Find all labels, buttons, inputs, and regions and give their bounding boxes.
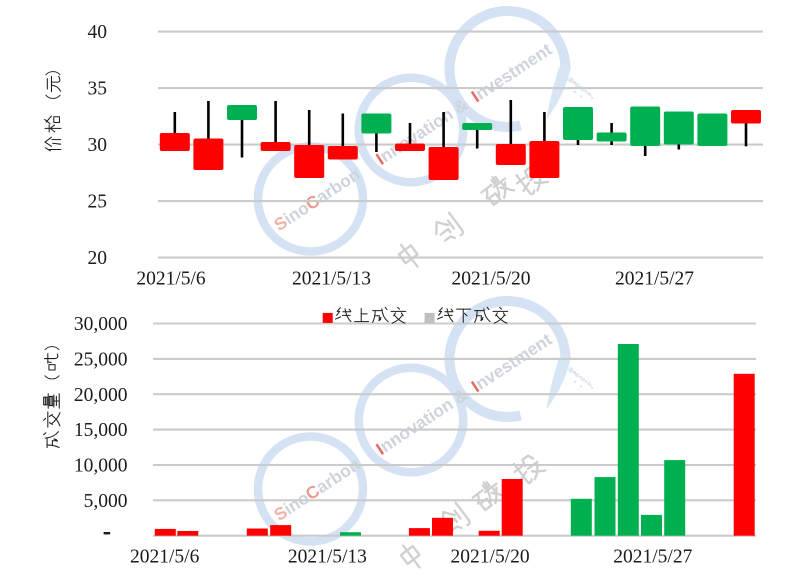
svg-text:30,000: 30,000 (74, 314, 128, 335)
svg-text:25,000: 25,000 (74, 350, 128, 371)
svg-text:30: 30 (88, 135, 108, 156)
svg-text:5,000: 5,000 (84, 491, 128, 512)
svg-text:15,000: 15,000 (74, 420, 128, 441)
svg-text:20,000: 20,000 (74, 385, 128, 406)
svg-text:10,000: 10,000 (74, 456, 128, 477)
svg-text:2021/5/20: 2021/5/20 (451, 547, 530, 568)
svg-text:40: 40 (88, 22, 108, 43)
svg-text:35: 35 (88, 79, 108, 100)
svg-text:20: 20 (88, 248, 108, 269)
svg-text:2021/5/13: 2021/5/13 (288, 547, 367, 568)
svg-text:2021/5/27: 2021/5/27 (615, 269, 694, 290)
svg-text:2021/5/6: 2021/5/6 (130, 547, 200, 568)
svg-text:2021/5/27: 2021/5/27 (613, 547, 692, 568)
svg-text:2021/5/6: 2021/5/6 (136, 269, 206, 290)
svg-text:2021/5/13: 2021/5/13 (292, 269, 371, 290)
svg-text:2021/5/20: 2021/5/20 (451, 269, 530, 290)
svg-text:25: 25 (88, 192, 108, 213)
